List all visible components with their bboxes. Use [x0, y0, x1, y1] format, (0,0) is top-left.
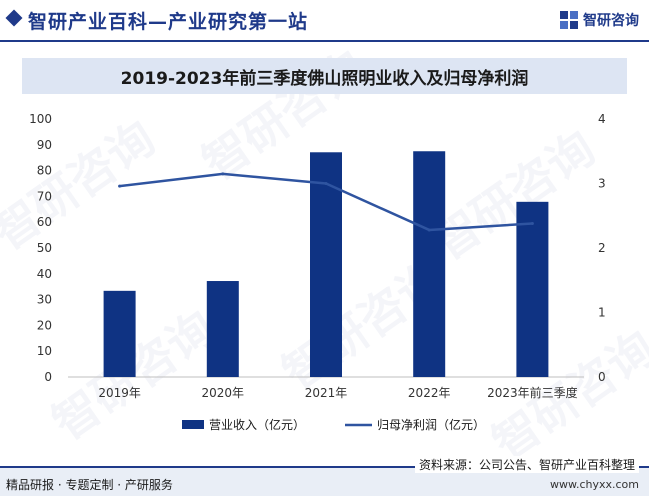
line-series: [118, 172, 534, 232]
y-axis-right: 0 1 2 3 4: [598, 112, 606, 384]
footer-services: 精品研报 · 专题定制 · 产研服务: [6, 478, 173, 492]
logo-text: 智研咨询: [583, 13, 639, 29]
x-tick-label: 2020年: [202, 386, 245, 400]
legend-swatch-bar: [182, 420, 204, 429]
x-axis: 2019年 2020年 2021年 2022年 2023年前三季度: [98, 385, 577, 400]
y-left-tick-label: 40: [37, 267, 52, 281]
logo-icon: [560, 11, 578, 29]
y-left-tick-label: 20: [37, 318, 52, 332]
site-header: 智研产业百科—产业研究第一站 智研咨询: [0, 0, 649, 40]
source-note: 资料来源：公司公告、智研产业百科整理: [414, 456, 639, 473]
y-left-tick-label: 70: [37, 189, 52, 203]
bar-series: [103, 151, 549, 377]
y-left-tick-label: 90: [37, 138, 52, 152]
footer-stripe: [0, 466, 649, 468]
legend-label-revenue: 营业收入（亿元）: [209, 417, 305, 432]
header-divider: [0, 40, 649, 42]
x-tick-label: 2019年: [98, 386, 141, 400]
bar: [516, 201, 549, 377]
y-right-tick-label: 3: [598, 177, 606, 191]
y-left-tick-label: 0: [44, 370, 52, 384]
line-point: [530, 221, 534, 225]
brand-logo[interactable]: 智研咨询: [559, 9, 639, 31]
y-left-tick-label: 10: [37, 344, 52, 358]
site-title: 智研产业百科—产业研究第一站: [28, 11, 309, 33]
line-point: [221, 172, 225, 176]
chart-title-band: [22, 58, 627, 94]
bar: [413, 151, 446, 377]
y-left-tick-label: 60: [37, 215, 52, 229]
y-right-tick-label: 2: [598, 241, 606, 255]
line-point: [427, 228, 431, 232]
y-axis-left: 0 10 20 30 40 50 60 70 80 90 100: [29, 112, 52, 384]
line-point: [118, 184, 122, 188]
line-point: [324, 182, 328, 185]
y-left-tick-label: 30: [37, 293, 52, 307]
y-right-tick-label: 0: [598, 370, 606, 384]
diamond-icon: [5, 9, 23, 27]
bar: [206, 281, 239, 377]
y-left-tick-label: 50: [37, 241, 52, 255]
x-tick-label: 2021年: [305, 386, 348, 400]
legend-label-profit: 归母净利润（亿元）: [377, 417, 485, 432]
y-left-tick-label: 100: [29, 112, 52, 126]
y-right-tick-label: 1: [598, 306, 606, 320]
legend: 营业收入（亿元） 归母净利润（亿元）: [182, 417, 485, 432]
footer-url[interactable]: www.chyxx.com: [549, 478, 639, 491]
bar: [103, 290, 136, 377]
bar: [310, 152, 342, 377]
chart-title: 2019-2023年前三季度佛山照明业收入及归母净利润: [120, 69, 529, 89]
y-right-tick-label: 4: [598, 112, 606, 126]
y-left-tick-label: 80: [37, 164, 52, 178]
x-tick-label: 2022年: [408, 386, 451, 400]
x-tick-label: 2023年前三季度: [487, 385, 578, 400]
